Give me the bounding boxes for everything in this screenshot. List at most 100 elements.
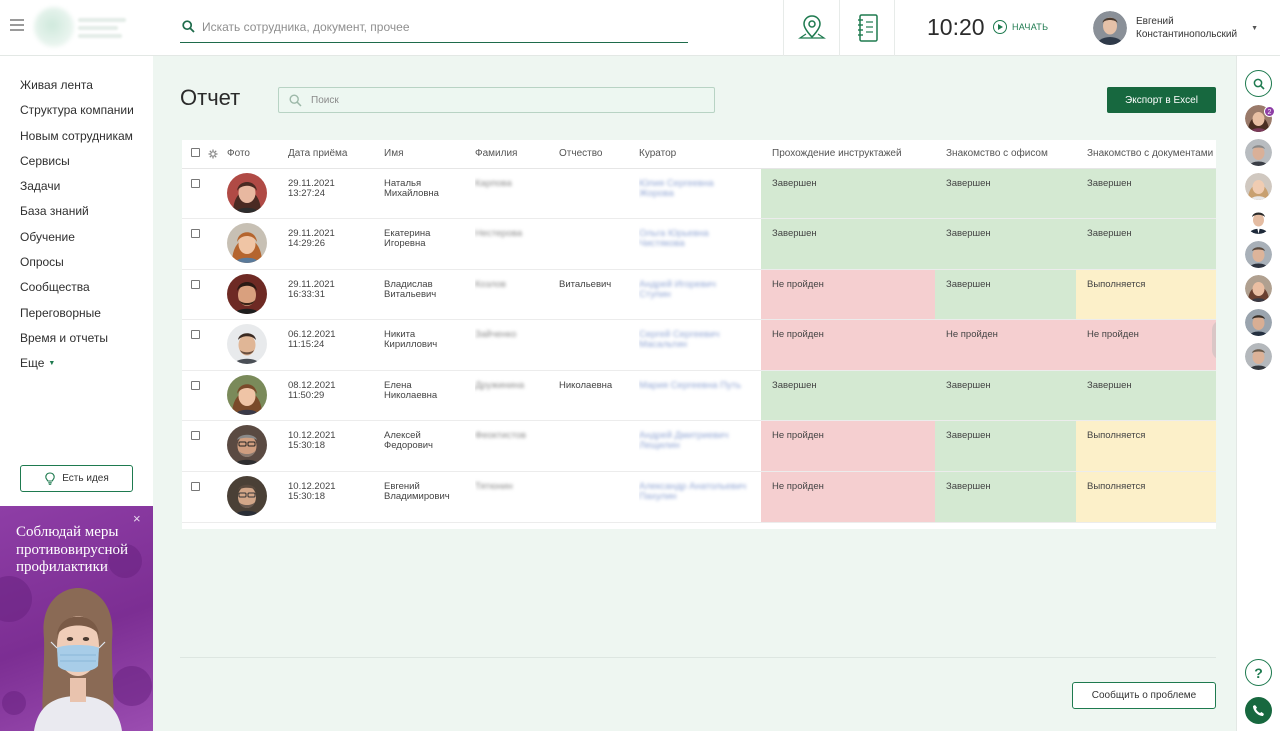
table-header-row: Фото Дата приёма Имя Фамилия Отчество Ку… xyxy=(182,140,1216,169)
phone-icon[interactable] xyxy=(1245,697,1272,724)
sidebar-item-communities[interactable]: Сообщества xyxy=(20,280,90,295)
col-curator[interactable]: Куратор xyxy=(639,140,761,169)
notebook-button[interactable] xyxy=(839,0,895,56)
global-search-input[interactable] xyxy=(202,17,672,37)
row-checkbox[interactable] xyxy=(191,178,200,188)
col-patronymic[interactable]: Отчество xyxy=(559,140,639,169)
status-office: Завершен xyxy=(935,218,1076,270)
table-row[interactable]: 10.12.2021 15:30:18 Евгений Владимирович Т… xyxy=(182,471,1216,523)
row-patronymic-line: Витальевич xyxy=(384,288,437,300)
contact-avatar[interactable] xyxy=(1245,139,1272,166)
col-documents[interactable]: Знакомство с документами xyxy=(1076,140,1216,169)
contact-avatar[interactable] xyxy=(1245,275,1272,302)
row-checkbox[interactable] xyxy=(191,279,200,289)
sidebar-item-newcomers[interactable]: Новым сотрудникам xyxy=(20,128,133,143)
row-checkbox[interactable] xyxy=(191,482,200,492)
sidebar-item-knowledge[interactable]: База знаний xyxy=(20,204,89,219)
row-curator-link-2[interactable]: Масальтин xyxy=(639,339,687,351)
play-icon xyxy=(993,20,1007,34)
row-time: 11:15:24 xyxy=(288,339,325,351)
select-all-checkbox[interactable] xyxy=(191,147,200,157)
row-curator-link-2[interactable]: Чистякова xyxy=(639,238,685,250)
row-checkbox[interactable] xyxy=(191,229,200,239)
notebook-icon xyxy=(857,14,878,42)
sidebar-item-structure[interactable]: Структура компании xyxy=(20,103,134,118)
row-curator-link-2[interactable]: Лещилин xyxy=(639,440,680,452)
row-time: 15:30:18 xyxy=(288,491,325,503)
sidebar-item-surveys[interactable]: Опросы xyxy=(20,255,64,270)
table-row[interactable]: 10.12.2021 15:30:18 Алексей Федорович Феок… xyxy=(182,420,1216,473)
row-first-name: Владислав xyxy=(384,278,433,290)
table-row[interactable]: 08.12.2021 11:50:29 Елена Николаевна Дружи… xyxy=(182,370,1216,422)
idea-button[interactable]: Есть идея xyxy=(20,465,133,492)
row-curator-link[interactable]: Андрей Дмитриевич xyxy=(639,430,729,442)
row-checkbox[interactable] xyxy=(191,431,200,441)
row-curator-link[interactable]: Юлия Сергеевна xyxy=(639,177,714,189)
row-curator-link[interactable]: Ольга Юрьевна xyxy=(639,228,709,240)
sidebar-item-tasks[interactable]: Задачи xyxy=(20,179,61,194)
row-time: 15:30:18 xyxy=(288,440,325,452)
sidebar-item-feed[interactable]: Живая лента xyxy=(20,78,93,92)
col-date[interactable]: Дата приёма xyxy=(288,140,384,169)
help-icon[interactable]: ? xyxy=(1245,659,1272,686)
contact-avatar[interactable] xyxy=(1245,173,1272,200)
start-button[interactable]: НАЧАТЬ xyxy=(993,19,1048,35)
row-last-name: Зайченко xyxy=(475,329,517,341)
table-row[interactable]: 29.11.2021 16:33:31 Владислав Витальевич К… xyxy=(182,269,1216,321)
menu-icon[interactable] xyxy=(10,19,24,31)
report-search-input[interactable] xyxy=(311,93,701,107)
row-checkbox[interactable] xyxy=(191,330,200,340)
sidebar-item-meeting-rooms[interactable]: Переговорные xyxy=(20,305,101,320)
row-curator-link-2[interactable]: Ступин xyxy=(639,288,671,300)
contact-avatar[interactable] xyxy=(1245,241,1272,268)
contacts-search-button[interactable] xyxy=(1245,70,1272,97)
map-button[interactable] xyxy=(783,0,839,56)
close-icon[interactable]: × xyxy=(133,511,141,526)
sidebar-item-services[interactable]: Сервисы xyxy=(20,153,70,168)
caret-down-icon: ▼ xyxy=(48,360,56,368)
row-curator-link[interactable]: Андрей Игоревич xyxy=(639,278,716,290)
sidebar-item-training[interactable]: Обучение xyxy=(20,229,75,244)
table-row[interactable]: 29.11.2021 14:29:26 Екатерина Игоревна Нес… xyxy=(182,218,1216,270)
horizontal-scroll-handle[interactable] xyxy=(1212,320,1216,360)
row-first-name: Елена xyxy=(384,379,412,391)
row-date: 08.12.2021 xyxy=(288,379,336,391)
col-first-name[interactable]: Имя xyxy=(384,140,475,169)
contact-avatar[interactable] xyxy=(1245,309,1272,336)
row-first-name: Никита xyxy=(384,329,416,341)
notification-badge: 2 xyxy=(1264,106,1275,117)
row-curator-link[interactable]: Мария Сергеевна Путь xyxy=(639,379,742,391)
table-row[interactable]: 06.12.2021 11:15:24 Никита Кириллович Зайч… xyxy=(182,319,1216,371)
row-curator-link-2[interactable]: Жорова xyxy=(639,187,674,199)
row-checkbox[interactable] xyxy=(191,380,200,390)
row-curator-link[interactable]: Александр Анатольевич xyxy=(639,481,747,493)
col-briefings[interactable]: Прохождение инструктажей xyxy=(761,140,935,169)
gear-icon[interactable] xyxy=(208,149,218,159)
col-last-name[interactable]: Фамилия xyxy=(475,140,559,169)
export-excel-button[interactable]: Экспорт в Excel xyxy=(1107,87,1216,113)
user-first-name: Евгений xyxy=(1136,16,1174,27)
col-photo[interactable]: Фото xyxy=(227,140,288,169)
status-briefings: Завершен xyxy=(761,168,935,220)
contact-avatar[interactable] xyxy=(1245,343,1272,370)
row-curator-link-2[interactable]: Пахулин xyxy=(639,491,677,503)
row-last-name: Козлов xyxy=(475,278,506,290)
status-briefings: Не пройден xyxy=(761,471,935,523)
table-row[interactable]: 29.11.2021 13:27:24 Наталья Михайловна Кар… xyxy=(182,168,1216,220)
row-last-name: Тятюнин xyxy=(475,481,513,493)
status-briefings: Завершен xyxy=(761,370,935,422)
row-patronymic-line: Николаевна xyxy=(384,389,438,401)
employee-avatar xyxy=(227,324,267,365)
row-curator-link[interactable]: Сергей Сергеевич xyxy=(639,329,720,341)
row-last-name: Нестерова xyxy=(475,228,523,240)
antivirus-banner[interactable]: Соблюдай меры противовирусной профилакти… xyxy=(0,506,153,731)
footer-divider xyxy=(180,657,1216,658)
sidebar-item-time-reports[interactable]: Время и отчеты xyxy=(20,330,109,345)
sidebar-item-more[interactable]: Еще ▼ xyxy=(0,354,153,379)
user-menu[interactable]: Евгений Константинопольский ▼ xyxy=(1093,11,1258,45)
contact-avatar[interactable] xyxy=(1245,207,1272,234)
company-logo[interactable] xyxy=(34,4,130,50)
col-office[interactable]: Знакомство с офисом xyxy=(935,140,1076,169)
report-problem-button[interactable]: Сообщить о проблеме xyxy=(1072,682,1216,709)
status-office: Завершен xyxy=(935,168,1076,220)
